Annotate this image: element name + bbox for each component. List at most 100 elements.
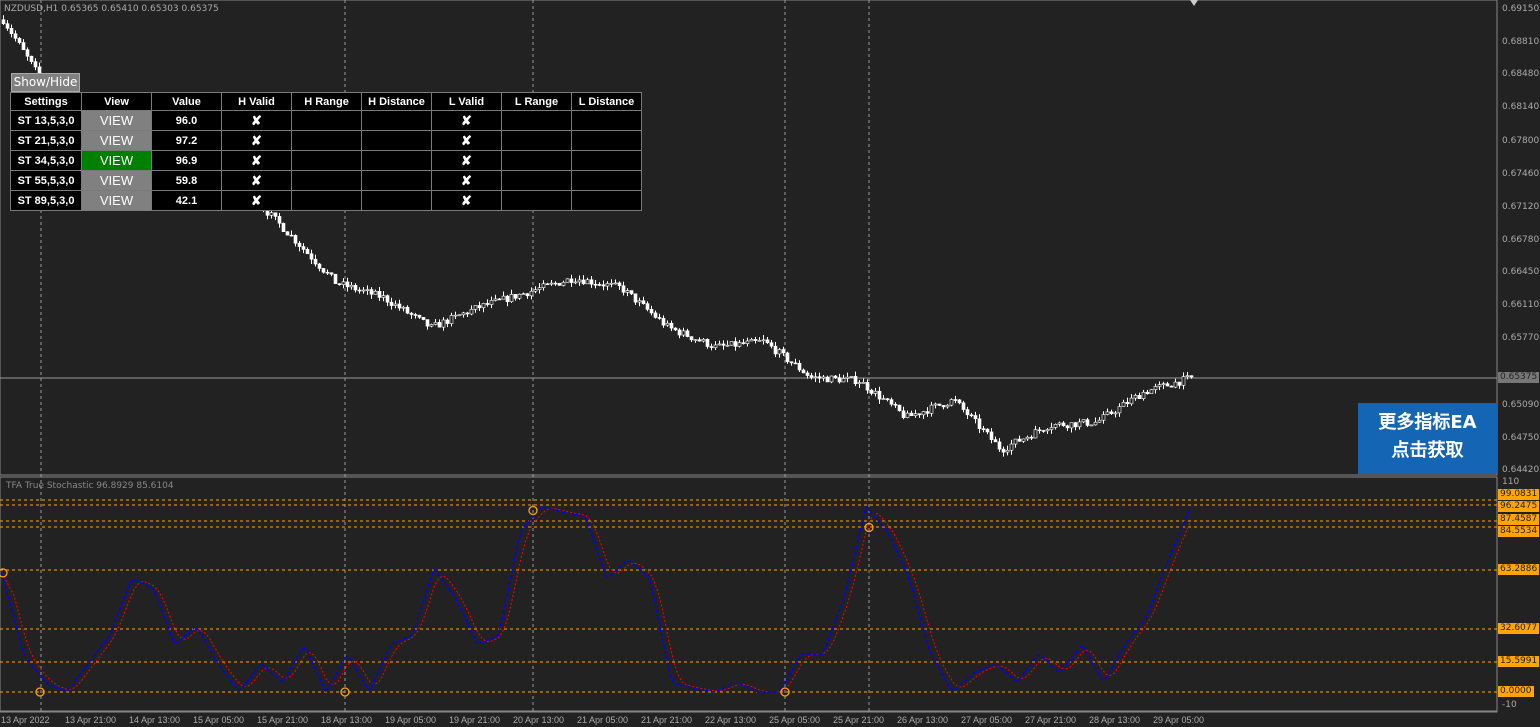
candle-body — [985, 428, 990, 433]
candle-body — [1, 19, 6, 24]
main-pane-border — [0, 0, 1498, 476]
l-distance-cell — [571, 150, 642, 171]
candle-body — [969, 414, 974, 417]
candle-body — [1061, 422, 1066, 427]
setting-cell: ST 55,5,3,0 — [10, 170, 82, 191]
l-range-cell — [501, 130, 572, 151]
candle-body — [1097, 419, 1102, 423]
indicator-title: TFA True Stochastic 96.8929 85.6104 — [6, 481, 174, 491]
candle-body — [701, 339, 706, 342]
value-cell: 96.0 — [151, 110, 222, 131]
view-button[interactable]: VIEW — [81, 170, 152, 191]
price-tick: 0.66450 — [1502, 267, 1540, 278]
candle-body — [545, 283, 550, 286]
promo-banner[interactable]: 更多指标EA 点击获取 — [1358, 403, 1497, 474]
candle-body — [1157, 384, 1162, 387]
candle-body — [1165, 383, 1170, 387]
symbol-info: NZDUSD,H1 0.65365 0.65410 0.65303 0.6537… — [4, 4, 219, 14]
setting-cell: ST 34,5,3,0 — [10, 150, 82, 171]
price-tick: 0.66110 — [1502, 300, 1540, 311]
setting-cell: ST 89,5,3,0 — [10, 190, 82, 211]
candle-body — [645, 303, 650, 310]
candle-body — [461, 312, 466, 316]
header-view: View — [81, 92, 152, 111]
candle-body — [1181, 376, 1186, 386]
candle-body — [1033, 429, 1038, 439]
candle-body — [505, 295, 510, 303]
candle-body — [381, 295, 386, 298]
header-l-range: L Range — [501, 92, 572, 111]
view-button[interactable]: VIEW — [81, 110, 152, 131]
candle-body — [281, 222, 286, 232]
candle-body — [901, 410, 906, 418]
candle-body — [365, 289, 370, 291]
promo-line-1: 更多指标EA — [1378, 412, 1477, 433]
level-label: 63.2886 — [1498, 564, 1540, 575]
candle-body — [1173, 381, 1178, 388]
candle-body — [581, 279, 586, 285]
candle-body — [1001, 448, 1006, 453]
candle-body — [437, 322, 442, 328]
candle-body — [373, 291, 378, 295]
candle-body — [385, 295, 390, 303]
candle-body — [1069, 422, 1074, 429]
candle-body — [1021, 438, 1026, 442]
candle-body — [665, 322, 670, 326]
view-button[interactable]: VIEW — [81, 150, 152, 171]
candle-body — [717, 343, 722, 346]
candle-body — [753, 339, 758, 341]
candle-body — [857, 382, 862, 385]
candle-body — [469, 309, 474, 315]
candle-body — [841, 378, 846, 383]
main-line — [1, 505, 1191, 694]
signal-line — [1, 507, 1191, 693]
candle-body — [293, 235, 298, 244]
candle-body — [973, 415, 978, 420]
view-button[interactable]: VIEW — [81, 190, 152, 211]
shift-marker-icon — [1190, 0, 1198, 6]
candle-body — [349, 284, 354, 288]
promo-line-2: 点击获取 — [1391, 440, 1464, 461]
candle-body — [773, 345, 778, 355]
candle-body — [497, 298, 502, 301]
level-label: 96.2475 — [1498, 501, 1540, 512]
setting-cell: ST 13,5,3,0 — [10, 110, 82, 131]
l-valid-cross-icon: ✘ — [431, 110, 502, 131]
candle-body — [1089, 424, 1094, 427]
h-distance-cell — [361, 170, 432, 191]
candle-body — [725, 344, 730, 347]
l-distance-cell — [571, 110, 642, 131]
candle-body — [485, 303, 490, 305]
view-button[interactable]: VIEW — [81, 130, 152, 151]
candle-body — [425, 319, 430, 327]
candle-body — [721, 343, 726, 346]
h-distance-cell — [361, 110, 432, 131]
candle-body — [501, 295, 506, 300]
candle-body — [573, 281, 578, 284]
candle-body — [1093, 421, 1098, 426]
candle-body — [1109, 411, 1114, 414]
candle-body — [1185, 375, 1190, 377]
price-tick: 0.64420 — [1502, 465, 1540, 475]
candle-body — [653, 312, 658, 318]
candle-body — [961, 402, 966, 410]
candle-body — [629, 290, 634, 295]
candle-body — [769, 342, 774, 347]
time-tick: 21 Apr 21:00 — [641, 715, 693, 725]
price-tick: 0.68810 — [1502, 37, 1540, 48]
candle-body — [1053, 424, 1058, 428]
panel-row: ST 34,5,3,0 VIEW 96.9 ✘ ✘ — [10, 150, 642, 171]
candle-body — [685, 330, 690, 337]
candle-body — [1113, 412, 1118, 415]
candle-body — [1133, 395, 1138, 399]
show-hide-button[interactable]: Show/Hide — [11, 73, 80, 92]
candle-body — [801, 369, 806, 374]
candle-body — [809, 375, 814, 378]
candle-body — [893, 403, 898, 406]
candle-body — [937, 403, 942, 406]
candle-body — [997, 441, 1002, 450]
candle-body — [561, 282, 566, 286]
candle-body — [1129, 397, 1134, 405]
h-valid-cross-icon: ✘ — [221, 130, 292, 151]
candle-body — [749, 339, 754, 342]
